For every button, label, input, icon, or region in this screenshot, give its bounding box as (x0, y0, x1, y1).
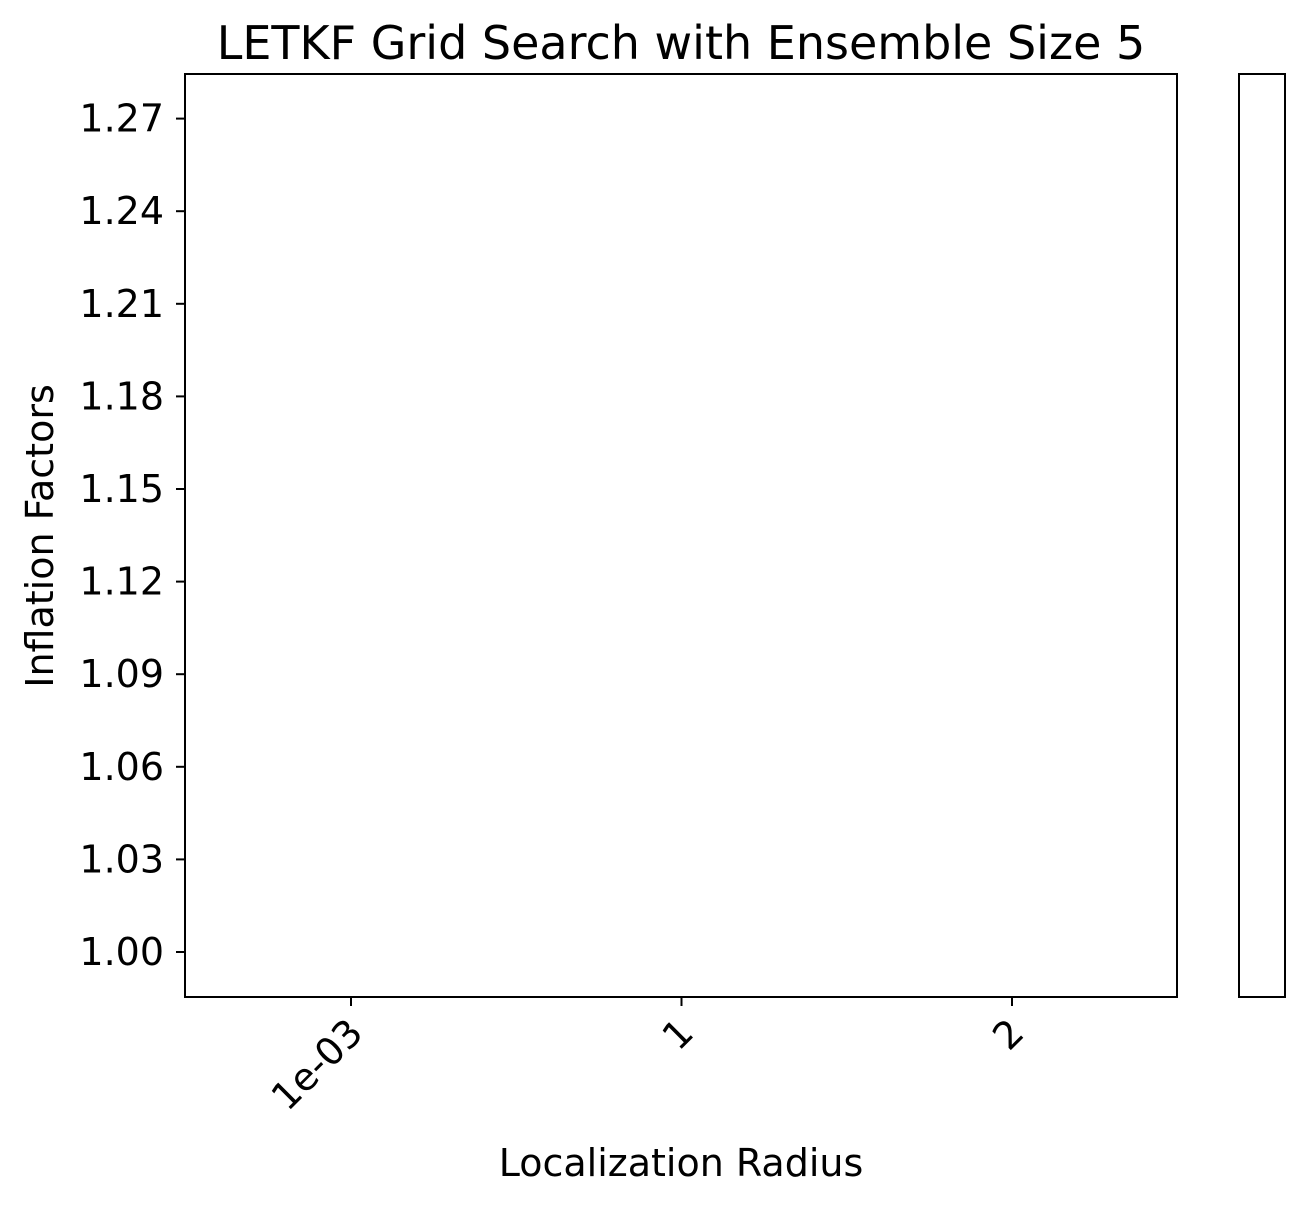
y-tick-label: 1.18 (79, 374, 164, 418)
y-tick-label: 1.24 (79, 189, 164, 233)
y-tick-label: 1.09 (79, 652, 164, 696)
y-axis-label: Inflation Factors (18, 384, 62, 688)
chart-title: LETKF Grid Search with Ensemble Size 5 (217, 16, 1146, 70)
y-tick-label: 1.06 (79, 745, 164, 789)
y-tick-label: 1.15 (79, 467, 164, 511)
y-tick-label: 1.03 (79, 837, 164, 881)
y-axis: 1.00 1.03 1.06 1.09 1.12 1.15 1.18 1.21 1.24 1.27 (79, 97, 185, 974)
y-tick-label: 1.27 (79, 97, 164, 141)
y-tick-label: 1.21 (79, 282, 164, 326)
colorbar (1238, 73, 1286, 998)
x-axis-label: Localization Radius (499, 1141, 864, 1185)
y-tick-label: 1.00 (79, 930, 164, 974)
y-tick-label: 1.12 (79, 560, 164, 604)
